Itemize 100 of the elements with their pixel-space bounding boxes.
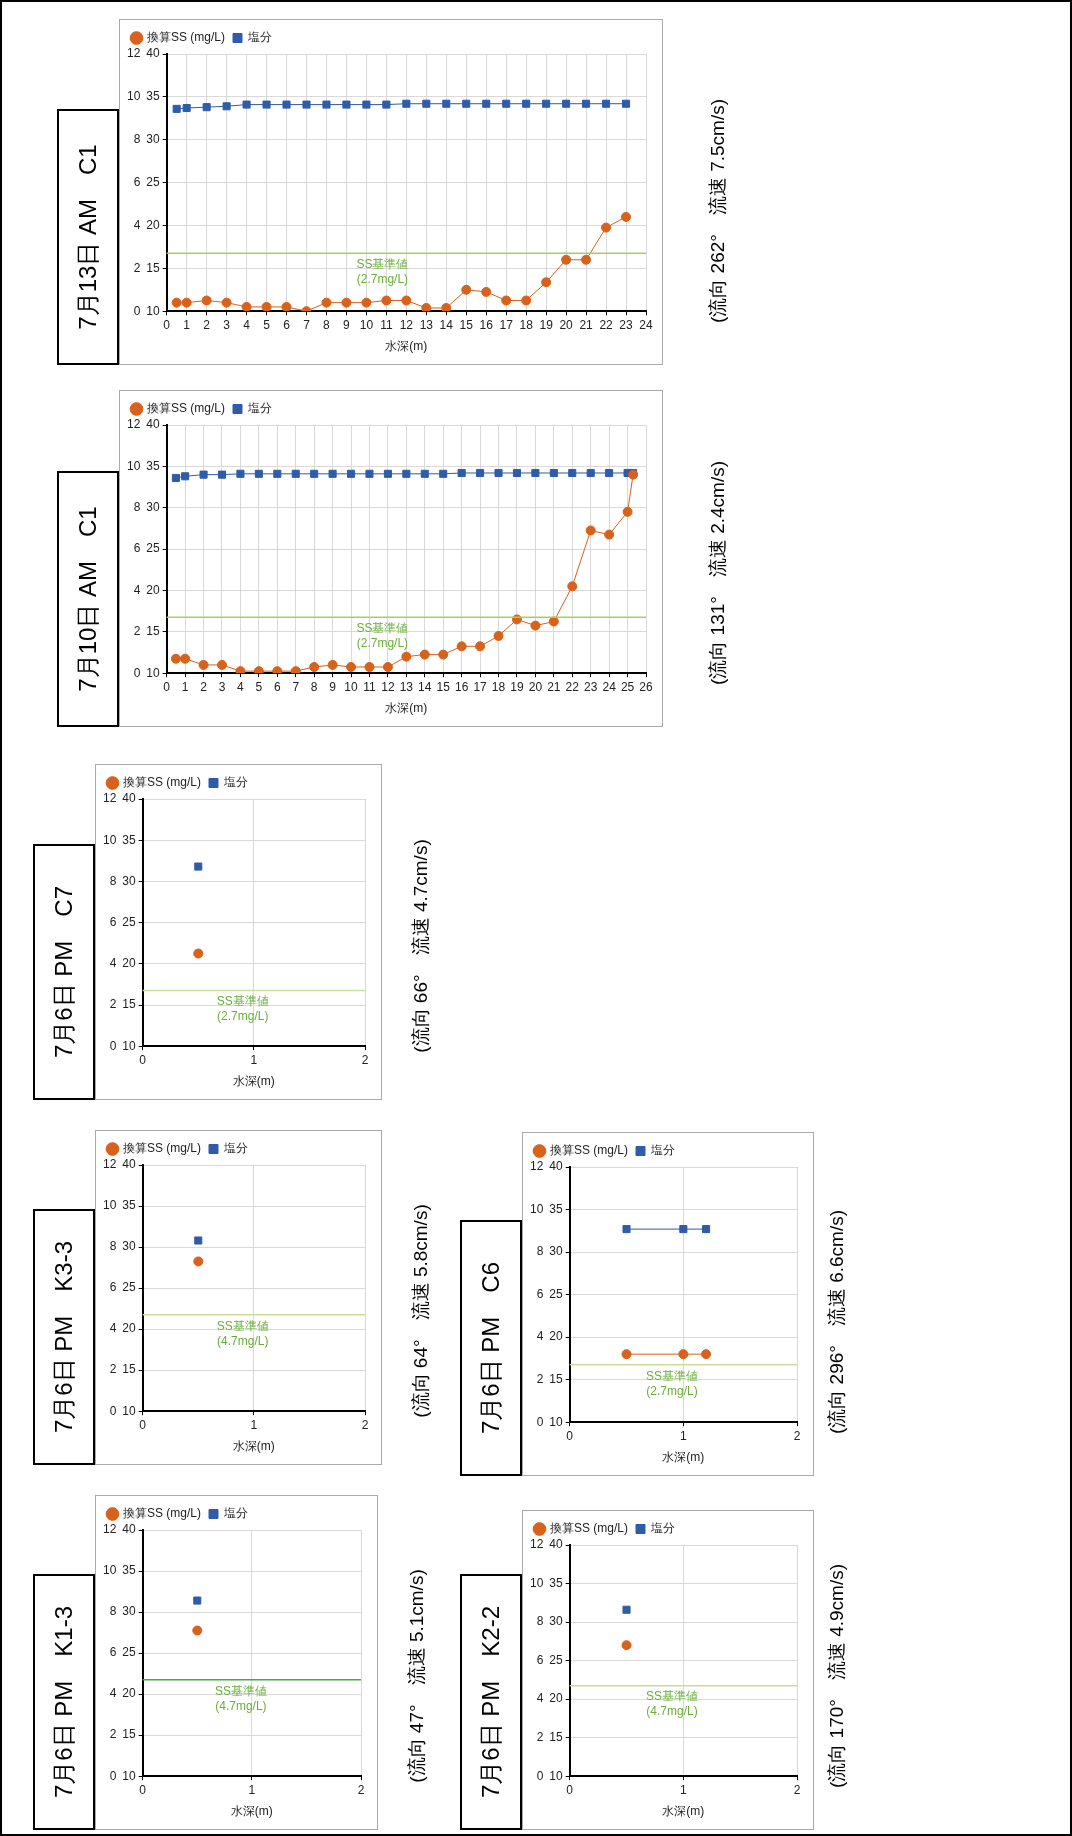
y-tick-label: 6 [536, 1652, 544, 1667]
point [585, 525, 596, 536]
legend-label: 換算SS (mg/L) [123, 775, 202, 790]
y2-tick-label: 25 [146, 541, 161, 556]
x-tick-label: 2 [200, 679, 208, 694]
point [438, 649, 449, 660]
x-tick-label: 10 [344, 679, 359, 694]
ref-line-label: SS基準値 (2.7mg/L) [356, 257, 409, 287]
x-tick-label: 8 [310, 679, 318, 694]
x-tick-label: 24 [639, 317, 653, 332]
y2-tick-label: 40 [122, 1157, 137, 1172]
y2-tick-label: 25 [122, 1645, 137, 1660]
x-tick-label: 14 [439, 317, 454, 332]
point [198, 659, 209, 670]
ref-line-label: SS基準値 (2.7mg/L) [356, 621, 409, 651]
y2-tick-label: 10 [146, 303, 161, 318]
y-tick-label: 10 [529, 1201, 544, 1216]
x-axis-title: 水深(m) [232, 1074, 275, 1089]
x-tick-label: 0 [163, 679, 171, 694]
point [290, 666, 301, 674]
y-tick-label: 8 [109, 1239, 117, 1254]
y2-tick-label: 35 [122, 1198, 137, 1213]
y-tick-label: 10 [126, 458, 141, 473]
text: (流向 296° 流速 6.6cm/s) [825, 1209, 848, 1435]
x-tick-label: 0 [163, 317, 171, 332]
y2-tick-label: 15 [122, 1362, 137, 1377]
y-tick-label: 0 [536, 1768, 544, 1783]
x-tick-label: 4 [243, 317, 251, 332]
x-tick-label: 4 [237, 679, 245, 694]
x-tick-label: 22 [565, 679, 580, 694]
x-tick-label: 7 [303, 317, 311, 332]
point [561, 254, 572, 265]
y-tick-label: 2 [536, 1729, 544, 1744]
y2-tick-label: 10 [146, 665, 161, 680]
point [581, 254, 592, 265]
point [327, 659, 338, 670]
point [481, 286, 492, 297]
y-tick-label: 10 [102, 1198, 117, 1213]
point [421, 302, 432, 312]
y2-tick-label: 40 [146, 417, 161, 432]
point [181, 297, 192, 308]
y-tick-label: 8 [536, 1614, 544, 1629]
y2-tick-label: 25 [549, 1652, 564, 1667]
y2-tick-label: 20 [122, 1686, 137, 1701]
text: 7月13日 AM C1 [73, 144, 102, 330]
x-tick-label: 18 [491, 679, 506, 694]
y-tick-label: 6 [109, 1280, 117, 1295]
x-tick-label: 17 [499, 317, 514, 332]
x-tick-label: 2 [357, 1782, 365, 1797]
x-axis-title: 水深(m) [385, 701, 428, 716]
point [530, 620, 541, 631]
y-tick-label: 0 [109, 1038, 117, 1053]
x-tick-label: 25 [620, 679, 635, 694]
x-tick-label: 5 [255, 679, 263, 694]
y-tick-label: 12 [102, 1522, 117, 1537]
y2-tick-label: 15 [122, 997, 137, 1012]
x-tick-label: 14 [418, 679, 432, 694]
x-tick-label: 1 [183, 317, 191, 332]
point [361, 297, 372, 308]
x-tick-label: 24 [602, 679, 617, 694]
y2-tick-label: 40 [549, 1159, 564, 1174]
x-tick-label: 21 [579, 317, 594, 332]
point [241, 301, 252, 312]
ref-line-label: SS基準値 (4.7mg/L) [645, 1689, 698, 1719]
y-tick-label: 12 [126, 417, 141, 432]
text: 7月6日 PM K3-3 [49, 1240, 78, 1434]
x-tick-label: 11 [380, 317, 393, 332]
y-tick-label: 4 [133, 582, 141, 597]
y-tick-label: 0 [109, 1403, 117, 1418]
point [180, 653, 191, 664]
point [541, 277, 552, 288]
y-tick-label: 2 [133, 624, 141, 639]
y2-tick-label: 40 [122, 791, 137, 806]
y-tick-label: 2 [133, 260, 141, 275]
y-tick-label: 10 [102, 1563, 117, 1578]
x-tick-label: 7 [292, 679, 300, 694]
y-tick-label: 10 [126, 89, 141, 104]
x-axis-title: 水深(m) [230, 1804, 273, 1819]
legend-label: 塩分 [650, 1521, 676, 1536]
y2-tick-label: 20 [122, 1321, 137, 1336]
y2-tick-label: 35 [122, 832, 137, 847]
y-tick-label: 0 [133, 303, 141, 318]
point [253, 666, 264, 674]
point [493, 630, 504, 641]
x-tick-label: 15 [459, 317, 474, 332]
text: 7月6日 PM C6 [476, 1261, 505, 1435]
point [217, 659, 227, 670]
x-tick-label: 3 [218, 679, 226, 694]
y2-tick-label: 20 [549, 1329, 564, 1344]
y2-tick-label: 30 [146, 500, 161, 515]
y2-tick-label: 40 [549, 1537, 564, 1552]
x-tick-label: 13 [399, 679, 414, 694]
point [621, 211, 632, 222]
x-tick-label: 2 [361, 1052, 369, 1067]
y-tick-label: 2 [109, 1362, 117, 1377]
y2-tick-label: 35 [146, 89, 161, 104]
text: (流向 262° 流速 7.5cm/s) [706, 98, 729, 324]
legend-label: 換算SS (mg/L) [147, 30, 226, 45]
y-tick-label: 2 [109, 1727, 117, 1742]
x-tick-label: 1 [181, 679, 189, 694]
